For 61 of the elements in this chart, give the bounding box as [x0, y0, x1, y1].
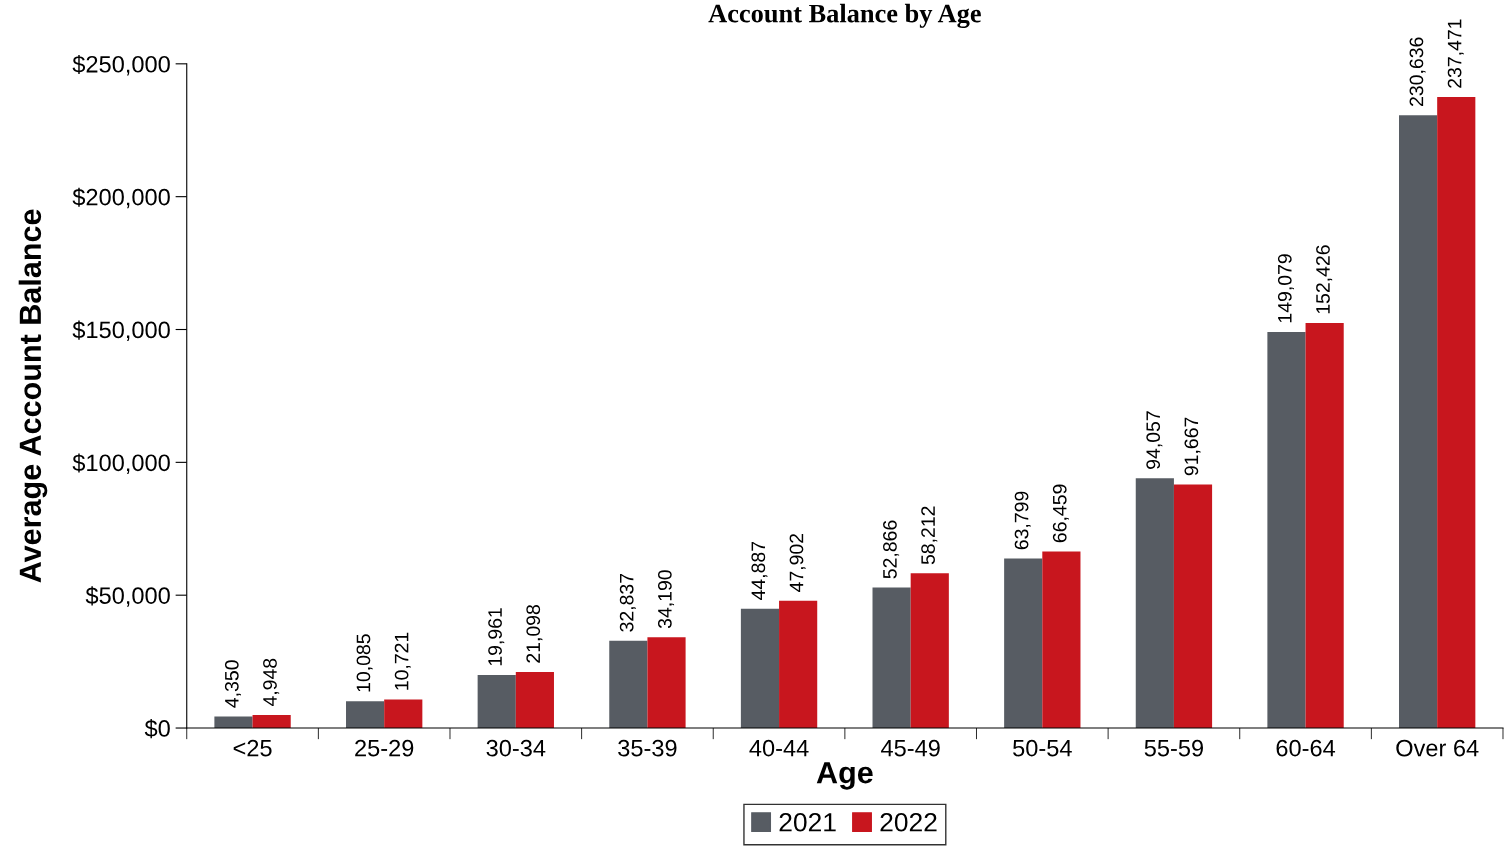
data-label: 63,799: [1014, 491, 1031, 550]
bar: [1042, 551, 1081, 729]
x-tick-label: 30-34: [486, 739, 546, 757]
data-label: 237,471: [1447, 19, 1464, 88]
x-tick-label: 50-54: [1013, 739, 1072, 757]
x-tick-label: Over 64: [1396, 739, 1479, 757]
bar: [477, 675, 516, 729]
bar: [1004, 558, 1043, 729]
y-tick-label: $250,000: [72, 54, 170, 76]
data-label: 47,902: [789, 533, 806, 592]
x-tick-label: 45-49: [881, 739, 940, 757]
bar: [384, 699, 423, 729]
x-tick-label: 35-39: [618, 739, 677, 757]
y-axis-title: Average Account Balance: [18, 209, 48, 583]
x-tick-label: <25: [233, 739, 272, 757]
bar: [910, 573, 949, 729]
bar: [1437, 97, 1476, 729]
data-label: 66,459: [1052, 484, 1069, 543]
data-label: 10,085: [356, 634, 373, 692]
bar: [779, 600, 818, 729]
legend-label: 2021: [779, 812, 836, 832]
bar: [1173, 484, 1213, 729]
y-tick-label: $200,000: [72, 187, 170, 209]
data-label: 19,961: [488, 608, 505, 666]
bar: [346, 701, 385, 729]
y-tick-label: $50,000: [85, 586, 170, 607]
data-label: 4,350: [224, 660, 241, 708]
data-label: 91,667: [1184, 417, 1201, 476]
data-label: 152,426: [1316, 245, 1333, 314]
y-tick-label: $0: [144, 719, 170, 739]
data-label: 4,948: [263, 658, 280, 707]
data-label: 32,837: [619, 573, 636, 632]
bar: [1267, 331, 1306, 729]
bar: [1305, 323, 1344, 729]
x-tick-label: 60-64: [1276, 739, 1336, 757]
bar: [1399, 115, 1438, 729]
bar: [647, 637, 686, 729]
bar: [740, 608, 780, 729]
bar: [1135, 478, 1174, 729]
y-tick-label: $150,000: [72, 320, 170, 342]
data-label: 34,190: [657, 570, 675, 629]
bar: [872, 587, 911, 729]
bar: [252, 714, 291, 729]
data-label: 44,887: [751, 541, 768, 600]
chart-title: Account Balance by Age: [708, 3, 981, 28]
bar: [515, 671, 554, 729]
x-axis-title: Age: [816, 762, 873, 790]
x-tick-label: 55-59: [1144, 739, 1204, 757]
data-label: 230,636: [1409, 37, 1426, 106]
data-label: 10,721: [394, 632, 411, 690]
bar: [214, 716, 253, 729]
x-tick-label: 40-44: [749, 739, 809, 757]
y-tick-label: $100,000: [72, 453, 170, 474]
x-tick-label: 25-29: [355, 739, 414, 757]
legend-label: 2022: [880, 812, 937, 832]
data-label: 94,057: [1146, 411, 1163, 469]
data-label: 149,079: [1277, 254, 1294, 323]
bar: [609, 640, 648, 729]
data-label: 58,212: [921, 506, 938, 565]
data-label: 52,866: [883, 520, 900, 579]
data-label: 21,098: [526, 605, 543, 663]
